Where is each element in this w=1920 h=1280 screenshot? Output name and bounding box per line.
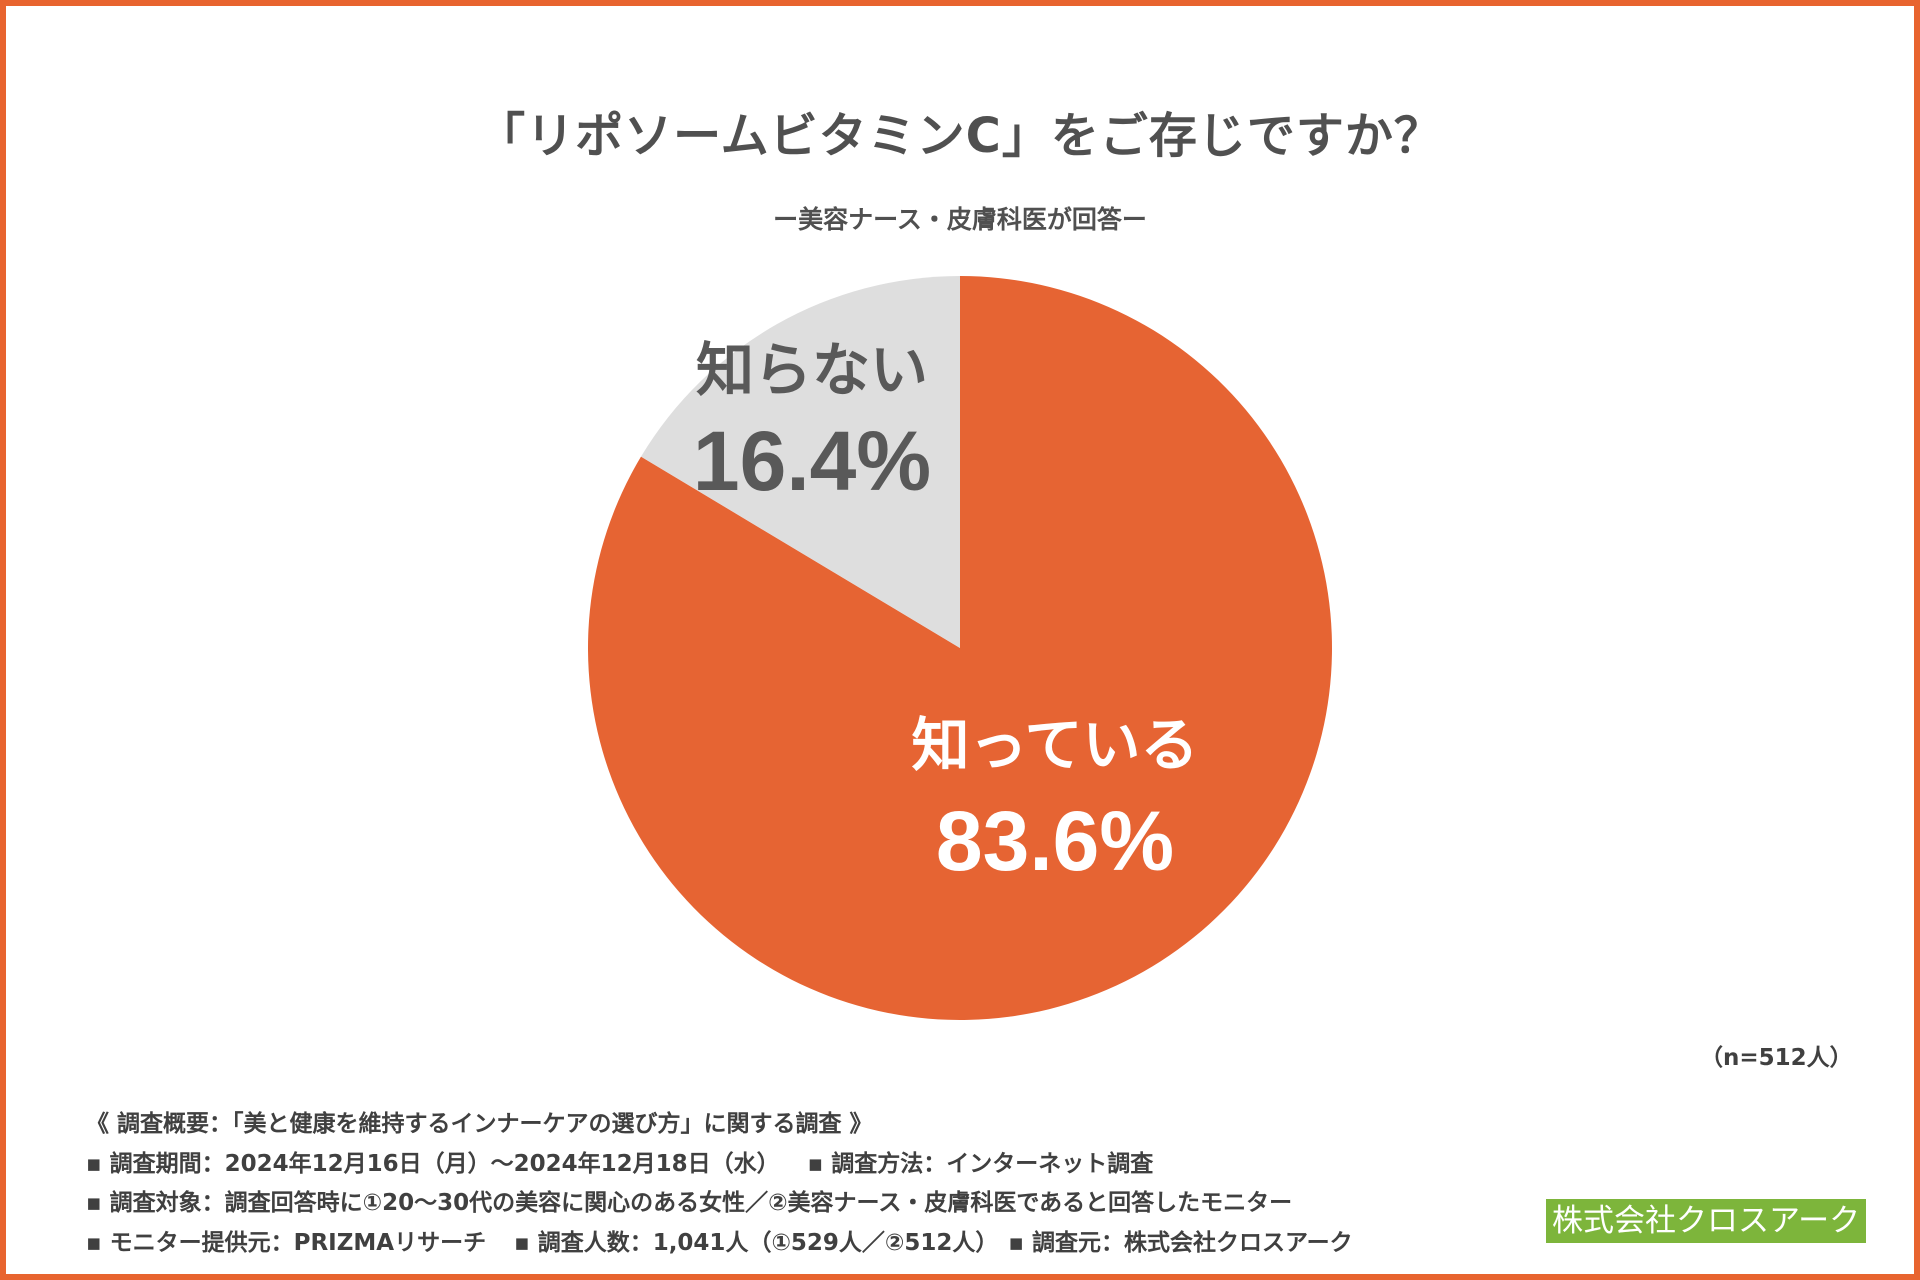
survey-heading: 《 調査概要：「美と健康を維持するインナーケアの選び方」に関する調査 》	[86, 1111, 873, 1137]
pie-slice-known	[587, 276, 1332, 1021]
sample-size-note: （n=512人）	[1700, 1045, 1853, 1071]
survey-notes: 《 調査概要：「美と健康を維持するインナーケアの選び方」に関する調査 》 ▪ 調…	[86, 1105, 1353, 1263]
chart-subtitle: ー美容ナース・皮膚科医が回答ー	[773, 205, 1147, 234]
survey-provider: ▪ モニター提供元：PRIZMAリサーチ	[86, 1229, 487, 1256]
company-logo-text: 株式会社クロスアーク	[1546, 1199, 1867, 1243]
slice-label-unknown: 知らない	[696, 336, 928, 404]
survey-provider-count-row: ▪ モニター提供元：PRIZMAリサーチ ▪ 調査人数：1,041人（①529人／…	[86, 1224, 1353, 1264]
survey-period: ▪ 調査期間：2024年12月16日（月）～2024年12月18日（水）	[86, 1150, 780, 1177]
slice-label-known: 知っている	[911, 711, 1198, 779]
slice-value-known: 83.6%	[936, 794, 1174, 888]
chart-title: 「リポソームビタミンC」をご存じですか？	[477, 108, 1443, 164]
slice-value-unknown: 16.4%	[693, 414, 931, 508]
survey-target: ▪ 調査対象：調査回答時に①20～30代の美容に関心のある女性／②美容ナース・皮…	[86, 1190, 1293, 1216]
survey-period-method-row: ▪ 調査期間：2024年12月16日（月）～2024年12月18日（水） ▪ 調査…	[86, 1145, 1353, 1185]
survey-count: ▪ 調査人数：1,041人（①529人／②512人）	[514, 1229, 999, 1256]
pie-slice-unknown	[641, 276, 960, 648]
survey-method: ▪ 調査方法：インターネット調査	[807, 1150, 1154, 1177]
survey-source: ▪ 調査元：株式会社クロスアーク	[1008, 1229, 1353, 1256]
